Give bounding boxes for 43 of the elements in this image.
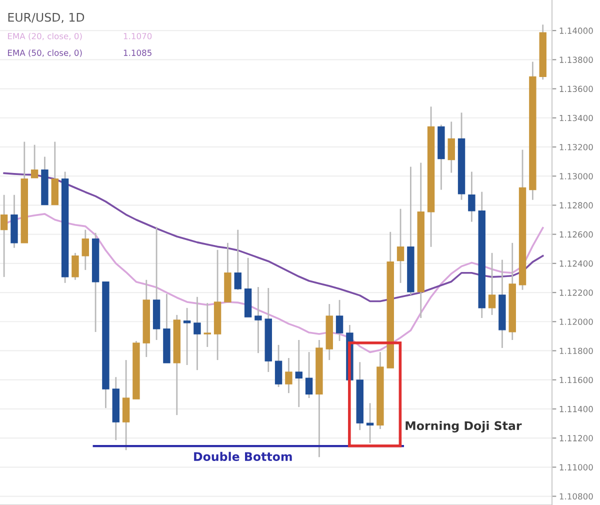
y-tick-label: 1.12600 xyxy=(560,231,593,238)
y-tick-label: 1.12000 xyxy=(560,318,593,325)
y-tick-label: 1.12400 xyxy=(560,260,593,267)
candlestick xyxy=(82,229,89,271)
candlestick xyxy=(366,402,374,444)
annotation: 1.1070 xyxy=(124,32,152,40)
y-tick-label: 1.12800 xyxy=(560,202,593,208)
y-tick-label: 1.11400 xyxy=(560,406,593,412)
candlestick xyxy=(448,120,455,174)
candlestick xyxy=(204,302,211,348)
y-tick-label: 1.13000 xyxy=(560,173,593,180)
candlestick xyxy=(274,344,282,388)
candlestick xyxy=(295,339,302,408)
y-tick-label: 1.11800 xyxy=(560,348,593,354)
annotation: Morning Doji Star xyxy=(406,420,522,432)
y-tick-label: 1.13200 xyxy=(560,144,593,150)
candlestick xyxy=(183,307,191,366)
candlestick xyxy=(254,286,262,354)
candlestick xyxy=(72,252,79,281)
y-tick-label: 1.13800 xyxy=(560,56,593,63)
candlestick xyxy=(30,144,38,179)
candlestick xyxy=(285,357,292,394)
candlestick xyxy=(194,296,201,371)
y-tick-label: 1.12200 xyxy=(560,290,593,296)
y-tick-label: 1.14000 xyxy=(560,28,593,34)
y-tick-label: 1.11600 xyxy=(560,376,593,384)
y-tick-label: 1.13400 xyxy=(560,114,593,122)
text: EMA (20, close, 0) xyxy=(8,32,82,40)
y-tick-label: 1.13600 xyxy=(560,86,593,92)
y-tick-label: 1.10800 xyxy=(560,493,593,500)
y-tick-label: 1.11000 xyxy=(560,464,593,470)
candlestick xyxy=(336,299,344,342)
candlestick xyxy=(234,229,242,291)
y-tick-label: 1.11200 xyxy=(560,435,593,442)
annotation: 1.1085 xyxy=(124,50,152,56)
candlestick xyxy=(396,208,404,284)
ref-line-label: Double Bottom xyxy=(194,452,292,462)
candlestick xyxy=(468,171,476,222)
candlestick xyxy=(305,351,313,399)
text: EMA (50, close, 0) xyxy=(8,49,82,57)
text: EUR/USD, 1D xyxy=(8,12,84,23)
candlestick xyxy=(488,252,496,316)
candlestick xyxy=(0,194,8,278)
